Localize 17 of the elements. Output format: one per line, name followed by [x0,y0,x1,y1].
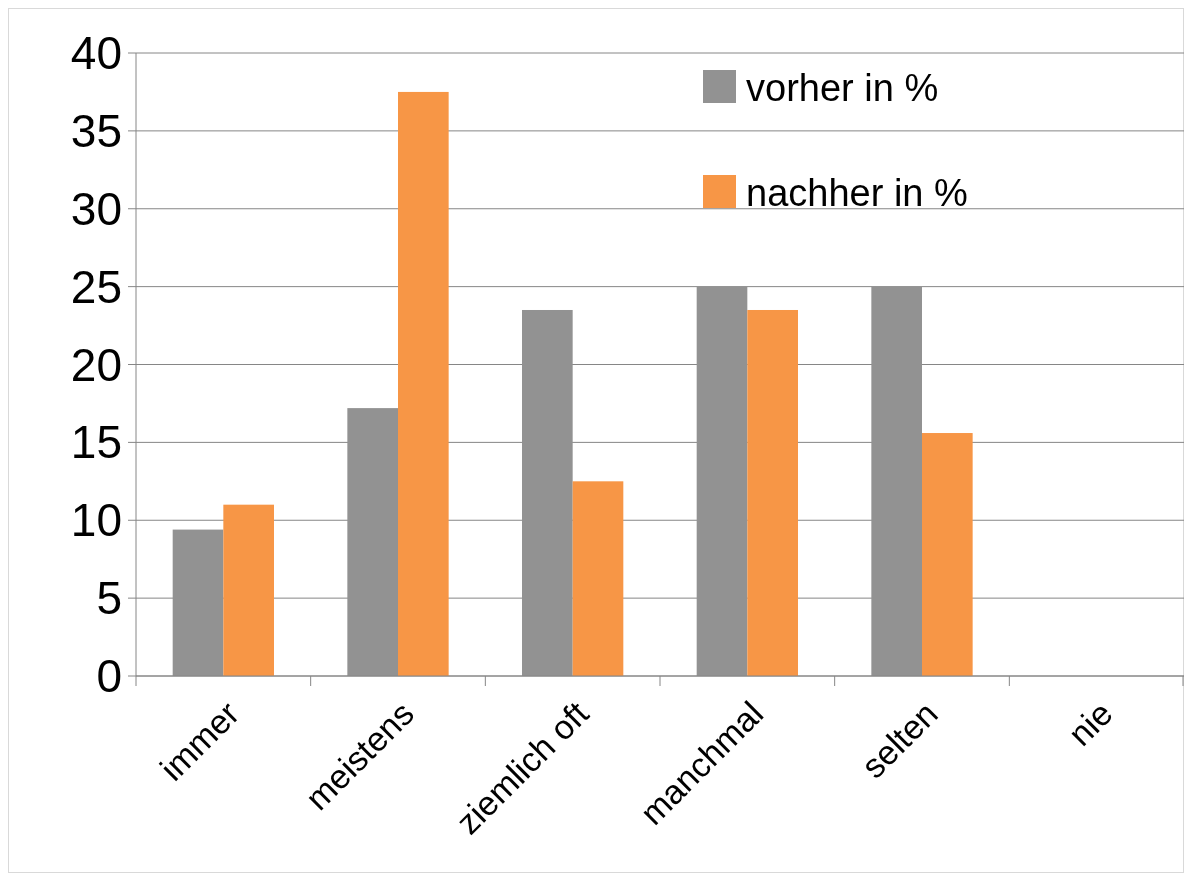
bar [572,481,624,676]
bar [398,91,449,676]
legend-label: nachher in % [746,172,968,215]
legend-label: vorher in % [746,67,939,110]
bar [922,433,973,676]
y-tick-label: 30 [70,182,122,235]
y-tick-label: 0 [96,650,122,703]
bar [747,309,798,676]
y-tick-label: 10 [70,494,122,547]
y-tick-label: 40 [70,27,122,80]
y-tick-label: 20 [70,338,122,391]
x-tick-label: nie [1060,694,1120,754]
y-tick-label: 15 [70,416,122,469]
bar [223,504,274,676]
y-tick-label: 35 [70,104,122,157]
y-tick-label: 5 [96,572,122,625]
y-tick-label: 25 [70,260,122,313]
